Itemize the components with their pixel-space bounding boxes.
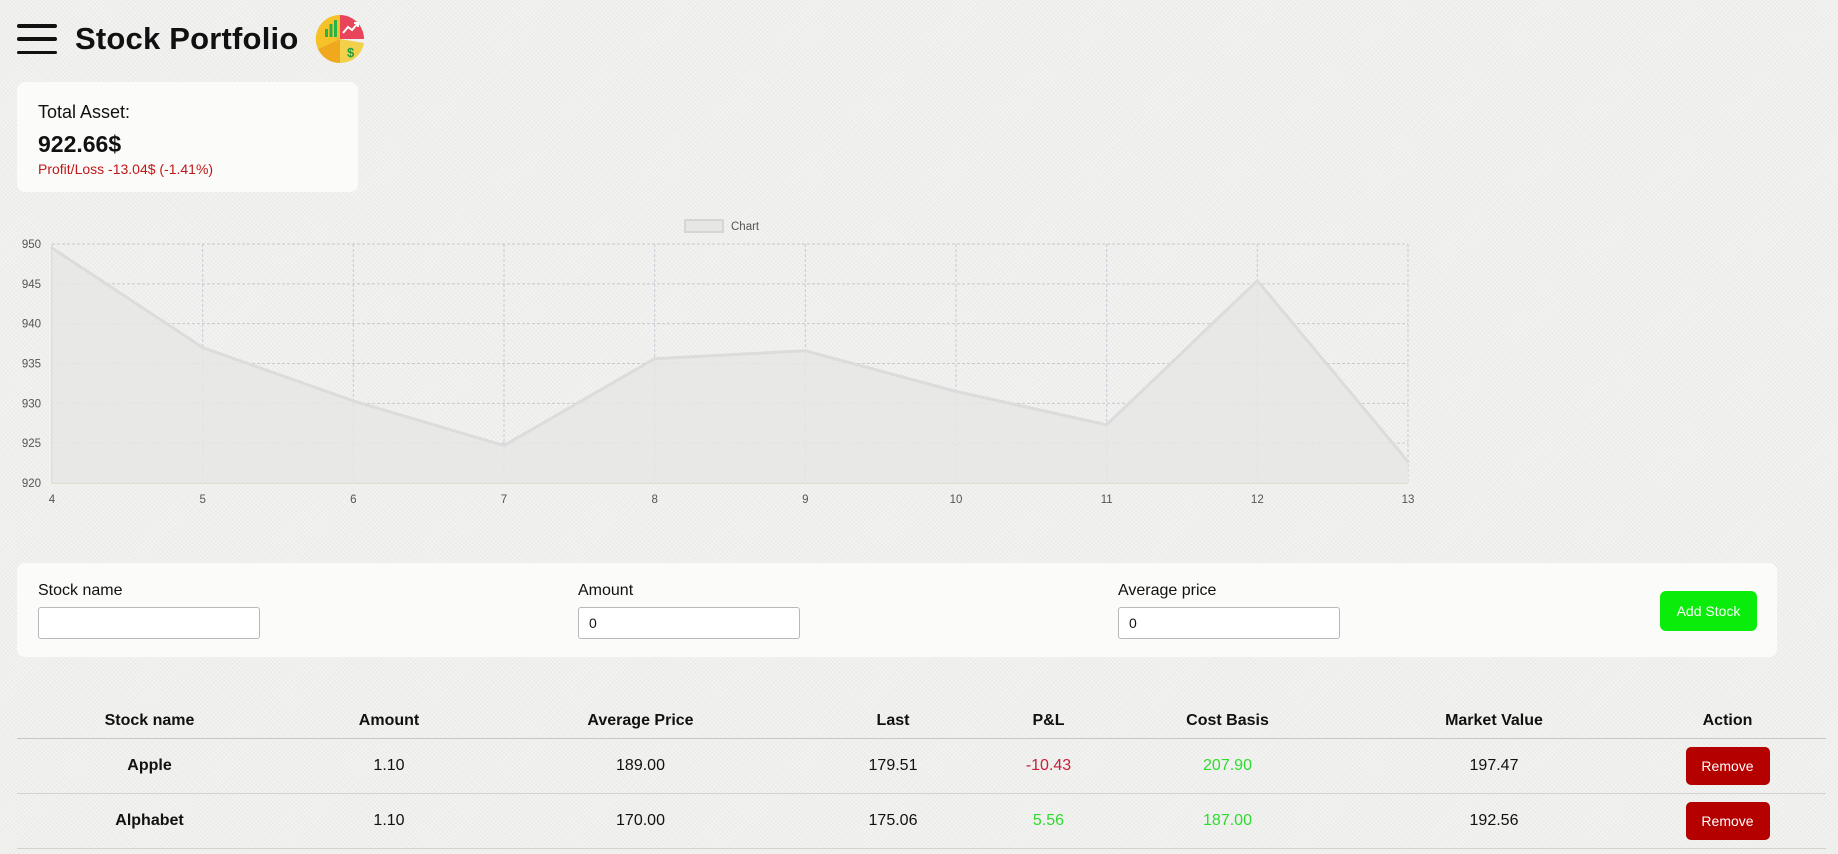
average-price-input[interactable] [1118,607,1340,639]
holdings-table: Stock name Amount Average Price Last P&L… [17,704,1826,849]
cell-average-price: 189.00 [496,738,785,794]
header-action: Action [1629,704,1826,739]
series-area [52,247,1408,483]
series-line [51,246,1410,463]
header-cost-basis: Cost Basis [1096,704,1359,739]
svg-text:$: $ [347,45,355,60]
x-tick-label: 6 [350,494,356,506]
x-tick-label: 10 [950,494,963,506]
cell-stock-name: Apple [17,738,282,794]
cell-stock-name: Alphabet [17,793,282,849]
amount-field: Amount [578,582,800,639]
cell-pl: 5.56 [1001,793,1096,849]
total-asset-label: Total Asset: [38,102,131,122]
header-market-value: Market Value [1359,704,1629,739]
cell-action: Remove [1629,738,1826,794]
stock-name-field: Stock name [38,582,260,639]
remove-button[interactable]: Remove [1685,802,1770,840]
y-tick-label: 935 [22,359,41,371]
cell-average-price: 170.00 [496,793,785,849]
add-stock-button[interactable]: Add Stock [1660,591,1757,631]
portfolio-pie-chart-logo-icon: $ [316,14,365,64]
y-tick-label: 930 [22,398,41,410]
x-tick-label: 5 [199,494,205,506]
header-average-price: Average Price [496,704,785,739]
stock-name-label: Stock name [38,582,123,599]
x-tick-label: 12 [1251,494,1264,506]
average-price-field: Average price [1118,582,1340,639]
remove-button[interactable]: Remove [1685,747,1770,785]
data-point [1105,423,1109,427]
data-point [653,357,657,361]
portfolio-chart-svg: 920 925 930 935 940 945 950 4 5 6 7 8 9 10 11 12 13 Chart [22,219,1415,506]
header-last: Last [785,704,1001,739]
x-tick-label: 8 [651,494,657,506]
profit-loss-text: Profit/Loss -13.04$ (-1.41%) [38,161,214,177]
cell-amount: 1.10 [282,738,496,794]
amount-input[interactable] [578,607,800,639]
hamburger-menu-icon[interactable] [17,24,57,54]
table-header-row: Stock name Amount Average Price Last P&L… [17,704,1826,739]
x-tick-label: 9 [802,494,808,506]
data-point [1406,459,1410,463]
y-tick-label: 925 [22,438,41,450]
table-row: Alphabet 1.10 170.00 175.06 5.56 187.00 … [17,793,1826,849]
header-amount: Amount [282,704,496,739]
cell-amount: 1.10 [282,793,496,849]
stock-name-input[interactable] [38,607,260,639]
total-asset-card: Total Asset: 922.66$ Profit/Loss -13.04$… [17,82,358,192]
cell-last: 179.51 [785,738,1001,794]
amount-label: Amount [578,582,634,599]
cell-market-value: 197.47 [1359,738,1629,794]
data-point [954,389,958,393]
cell-cost-basis: 187.00 [1096,793,1359,849]
legend-label: Chart [731,221,760,233]
header-pl: P&L [1001,704,1096,739]
portfolio-chart: 920 925 930 935 940 945 950 4 5 6 7 8 9 10 11 12 13 Chart [0,212,1420,512]
app-header: Stock Portfolio $ [17,14,366,64]
x-tick-label: 11 [1101,494,1113,506]
cell-last: 175.06 [785,793,1001,849]
y-tick-label: 950 [22,239,41,251]
cell-pl: -10.43 [1001,738,1096,794]
y-tick-label: 940 [22,319,41,331]
data-point [351,399,355,403]
app-title: Stock Portfolio [75,21,299,56]
y-tick-label: 945 [22,279,41,291]
add-stock-form: Stock name Amount Average price Add Stoc… [17,563,1777,657]
data-point [201,346,205,350]
header-stock-name: Stock name [17,704,282,739]
data-point [50,246,54,250]
x-tick-label: 7 [501,494,507,506]
table-row: Apple 1.10 189.00 179.51 -10.43 207.90 1… [17,738,1826,794]
total-asset-value: 922.66$ [38,131,122,157]
cell-action: Remove [1629,793,1826,849]
data-point [502,444,506,448]
cell-cost-basis: 207.90 [1096,738,1359,794]
x-tick-label: 13 [1402,494,1415,506]
y-tick-label: 920 [22,478,41,490]
legend-swatch [684,219,724,233]
data-point [803,349,807,353]
average-price-label: Average price [1118,582,1217,599]
data-point [1255,279,1259,283]
cell-market-value: 192.56 [1359,793,1629,849]
x-tick-label: 4 [49,494,56,506]
